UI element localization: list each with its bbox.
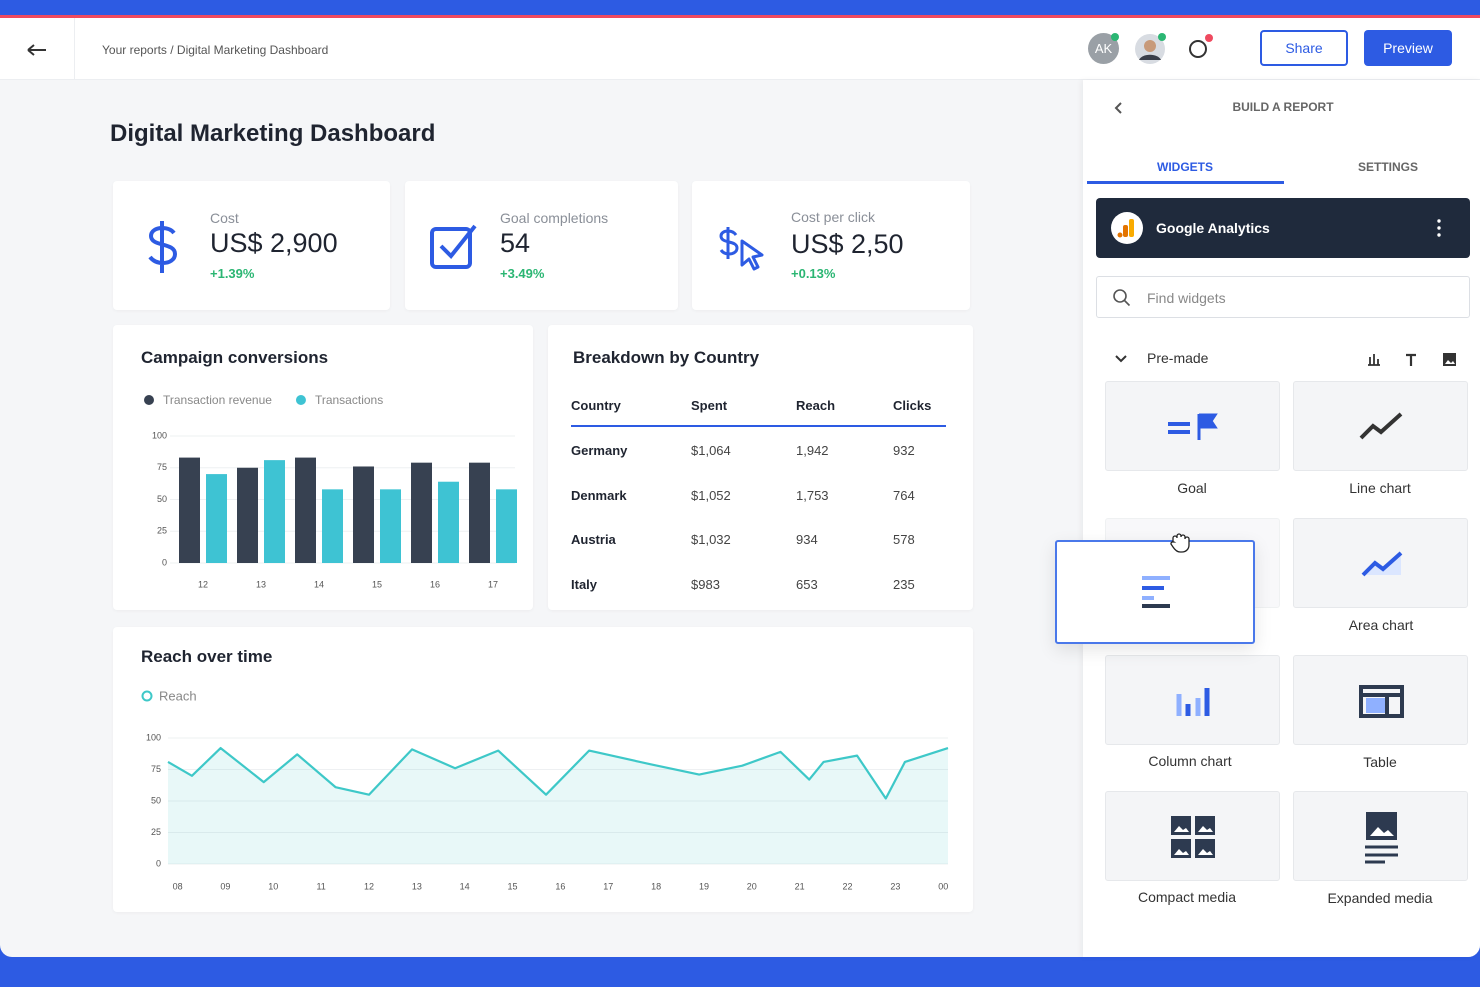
source-name: Google Analytics bbox=[1156, 220, 1270, 236]
table-cell: $1,064 bbox=[691, 443, 731, 458]
widget-label: Table bbox=[1363, 754, 1397, 770]
column-header: Country bbox=[571, 398, 621, 413]
kpi-label: Cost per click bbox=[791, 209, 876, 225]
breadcrumb[interactable]: Your reports / Digital Marketing Dashboa… bbox=[102, 43, 329, 57]
dollar-icon bbox=[148, 221, 178, 273]
line-icon bbox=[1359, 412, 1403, 440]
dashboard-title: Digital Marketing Dashboard bbox=[110, 120, 436, 147]
panel-back[interactable] bbox=[1111, 100, 1127, 116]
country-name: Austria bbox=[571, 532, 616, 547]
collapse-chevron[interactable] bbox=[1114, 352, 1128, 366]
kpi-change: +0.13% bbox=[791, 266, 836, 281]
table-title: Breakdown by Country bbox=[573, 348, 760, 367]
search-icon bbox=[1113, 289, 1131, 307]
kpi-change: +1.39% bbox=[210, 266, 255, 281]
preview-button[interactable]: Preview bbox=[1364, 30, 1452, 66]
widget-tile[interactable] bbox=[1293, 655, 1468, 745]
table-cell: 1,942 bbox=[796, 443, 829, 458]
kpi-label: Cost bbox=[210, 210, 239, 226]
kebab[interactable] bbox=[1434, 218, 1444, 238]
expanded-media-icon bbox=[1365, 812, 1398, 864]
header-rule bbox=[571, 425, 946, 427]
tab[interactable]: SETTINGS bbox=[1357, 160, 1419, 174]
widget-label: Line chart bbox=[1349, 480, 1411, 496]
table-cell: $1,052 bbox=[691, 487, 731, 503]
compact-media-icon bbox=[1171, 816, 1215, 858]
area-icon bbox=[1361, 551, 1403, 577]
search-placeholder: Find widgets bbox=[1147, 290, 1226, 306]
user-photo[interactable] bbox=[1135, 33, 1167, 65]
check-icon bbox=[430, 224, 477, 269]
table-cell: 934 bbox=[796, 532, 818, 547]
kpi-value: US$ 2,50 bbox=[791, 229, 904, 259]
table-icon bbox=[1359, 685, 1404, 718]
side-panel: BUILD A REPORT WIDGETS SETTINGS Google A… bbox=[1083, 80, 1480, 957]
grab-cursor bbox=[1170, 533, 1190, 553]
country-name: Italy bbox=[571, 576, 598, 592]
chat-icon[interactable] bbox=[1183, 33, 1215, 65]
table-cell: 932 bbox=[893, 443, 915, 458]
dragged-widget[interactable] bbox=[1055, 540, 1255, 644]
filter-icons[interactable] bbox=[1367, 352, 1457, 368]
widget-tile[interactable] bbox=[1105, 381, 1280, 471]
table-cell: 1,753 bbox=[796, 487, 829, 503]
kpi-value: 54 bbox=[500, 228, 531, 258]
ga-logo bbox=[1111, 212, 1143, 244]
back-button[interactable] bbox=[0, 18, 75, 80]
cpc-icon bbox=[719, 227, 764, 271]
section-title: Pre-made bbox=[1147, 350, 1209, 366]
table-cell: 578 bbox=[893, 532, 915, 547]
status-dot bbox=[1111, 33, 1119, 41]
column-header: Spent bbox=[691, 398, 728, 413]
widget-label: Column chart bbox=[1148, 753, 1232, 769]
chart-title: Campaign conversions bbox=[141, 348, 329, 367]
share-button[interactable]: Share bbox=[1260, 30, 1348, 66]
widget-label: Goal bbox=[1177, 480, 1207, 496]
goal-icon bbox=[1168, 413, 1218, 440]
accent-line bbox=[0, 15, 1480, 18]
widget-tile[interactable] bbox=[1293, 381, 1468, 471]
country-name: Germany bbox=[571, 443, 628, 458]
widget-tile[interactable] bbox=[1293, 791, 1468, 881]
campaign-card: Campaign conversions bbox=[113, 325, 533, 610]
widget-tile[interactable] bbox=[1105, 791, 1280, 881]
panel-title: BUILD A REPORT bbox=[1232, 100, 1334, 114]
bar-widget-icon bbox=[1142, 576, 1170, 608]
kpi-label: Goal completions bbox=[500, 210, 609, 226]
column-icon bbox=[1176, 688, 1210, 716]
table-cell: 235 bbox=[893, 576, 915, 592]
kpi-change: +3.49% bbox=[500, 266, 545, 281]
widget-tile[interactable] bbox=[1105, 655, 1280, 745]
widget-label: Area chart bbox=[1348, 617, 1414, 633]
kpi-card: Goal completions 54 +3.49% bbox=[405, 181, 678, 310]
widget-label: Expanded media bbox=[1327, 890, 1433, 906]
back-icon bbox=[27, 44, 46, 56]
country-name: Denmark bbox=[571, 487, 627, 503]
table-cell: 653 bbox=[796, 576, 818, 592]
column-header: Reach bbox=[796, 398, 836, 413]
widget-tile[interactable] bbox=[1293, 518, 1468, 608]
tab-underline bbox=[1087, 181, 1284, 184]
table-cell: $1,032 bbox=[691, 532, 731, 547]
table-cell: $983 bbox=[691, 576, 720, 592]
top-bar: Your reports / Digital Marketing Dashboa… bbox=[0, 18, 1480, 80]
column-header: Clicks bbox=[893, 398, 932, 413]
chart-title: Reach over time bbox=[141, 647, 273, 666]
country-table-card: Breakdown by Country Country Spent Reach Cl… bbox=[548, 325, 973, 610]
kpi-card: Cost US$ 2,900 +1.39% bbox=[113, 181, 390, 310]
reach-card: Reach over time bbox=[113, 627, 973, 912]
search-box[interactable]: Find widgets bbox=[1096, 276, 1470, 318]
widget-label: Compact media bbox=[1137, 889, 1237, 905]
tab[interactable]: WIDGETS bbox=[1157, 160, 1213, 174]
kpi-value: US$ 2,900 bbox=[210, 228, 338, 258]
data-source[interactable]: Google Analytics bbox=[1096, 198, 1470, 258]
kpi-card: Cost per click US$ 2,50 +0.13% bbox=[692, 181, 970, 310]
table-cell: 764 bbox=[893, 487, 915, 503]
